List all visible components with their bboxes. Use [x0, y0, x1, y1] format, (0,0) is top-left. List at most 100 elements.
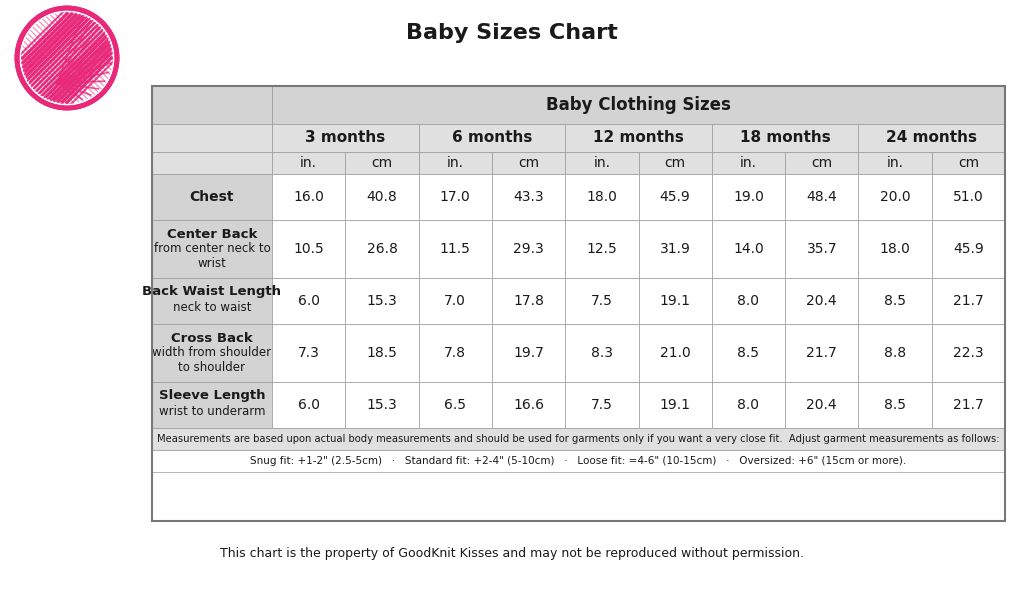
Bar	[272, 152, 345, 174]
Text: 3 months: 3 months	[305, 130, 385, 145]
Bar	[419, 124, 565, 152]
Text: 6 months: 6 months	[452, 130, 532, 145]
Text: 51.0: 51.0	[953, 190, 984, 204]
Text: 11.5: 11.5	[440, 242, 471, 256]
Text: 6.0: 6.0	[298, 398, 319, 412]
Text: 19.0: 19.0	[733, 190, 764, 204]
Bar	[419, 174, 492, 220]
Text: width from shoulder
to shoulder: width from shoulder to shoulder	[153, 346, 271, 374]
Circle shape	[22, 12, 113, 104]
Bar	[639, 220, 712, 278]
Bar	[639, 278, 712, 324]
Bar	[419, 278, 492, 324]
Text: neck to waist: neck to waist	[173, 301, 251, 314]
Bar	[345, 174, 419, 220]
Text: Chest: Chest	[189, 190, 234, 204]
Text: Back Waist Length: Back Waist Length	[142, 285, 282, 298]
Bar	[272, 124, 419, 152]
Bar	[932, 152, 1005, 174]
Bar	[932, 324, 1005, 382]
Text: in.: in.	[887, 156, 903, 170]
Bar	[639, 324, 712, 382]
Text: Sleeve Length: Sleeve Length	[159, 389, 265, 402]
Bar	[419, 382, 492, 428]
Text: 12 months: 12 months	[593, 130, 684, 145]
Bar	[152, 382, 272, 428]
Text: 31.9: 31.9	[659, 242, 690, 256]
Bar	[639, 174, 712, 220]
Bar	[785, 152, 858, 174]
Bar	[152, 152, 272, 174]
Text: 7.5: 7.5	[591, 294, 612, 308]
Text: 12.5: 12.5	[587, 242, 617, 256]
Bar	[272, 324, 345, 382]
Bar	[492, 278, 565, 324]
Text: 17.8: 17.8	[513, 294, 544, 308]
Bar	[785, 382, 858, 428]
Text: 7.0: 7.0	[444, 294, 466, 308]
Text: 45.9: 45.9	[953, 242, 984, 256]
Text: 8.0: 8.0	[737, 294, 760, 308]
Bar	[272, 382, 345, 428]
Text: Measurements are based upon actual body measurements and should be used for garm: Measurements are based upon actual body …	[158, 434, 999, 444]
Text: 48.4: 48.4	[806, 190, 838, 204]
Text: 7.8: 7.8	[444, 346, 466, 360]
Text: 45.9: 45.9	[659, 190, 690, 204]
Text: Baby Sizes Chart: Baby Sizes Chart	[407, 23, 617, 43]
Text: 18.0: 18.0	[880, 242, 910, 256]
Text: 19.7: 19.7	[513, 346, 544, 360]
Bar	[152, 86, 272, 124]
Bar	[785, 174, 858, 220]
Bar	[152, 220, 272, 278]
Bar	[858, 220, 932, 278]
Bar	[492, 174, 565, 220]
Text: 19.1: 19.1	[659, 294, 690, 308]
Text: cm: cm	[518, 156, 539, 170]
Text: cm: cm	[665, 156, 686, 170]
Text: 14.0: 14.0	[733, 242, 764, 256]
Text: 8.5: 8.5	[737, 346, 760, 360]
Bar	[565, 382, 639, 428]
Text: 8.3: 8.3	[591, 346, 612, 360]
Bar	[858, 278, 932, 324]
Text: Snug fit: +1-2" (2.5-5cm)   ·   Standard fit: +2-4" (5-10cm)   ·   Loose fit: =4: Snug fit: +1-2" (2.5-5cm) · Standard fit…	[251, 456, 906, 466]
Bar	[932, 278, 1005, 324]
Bar	[152, 324, 272, 382]
Bar	[492, 382, 565, 428]
Bar	[565, 174, 639, 220]
Bar	[639, 152, 712, 174]
Bar	[152, 86, 1005, 521]
Bar	[785, 324, 858, 382]
Text: 8.5: 8.5	[884, 398, 906, 412]
Bar	[565, 220, 639, 278]
Bar	[152, 174, 272, 220]
Bar	[272, 174, 345, 220]
Text: 15.3: 15.3	[367, 294, 397, 308]
Text: 18 months: 18 months	[739, 130, 830, 145]
Text: 17.0: 17.0	[440, 190, 471, 204]
Text: in.: in.	[300, 156, 317, 170]
Text: 18.5: 18.5	[367, 346, 397, 360]
Bar	[858, 124, 1005, 152]
Bar	[345, 324, 419, 382]
Bar	[932, 382, 1005, 428]
Circle shape	[17, 8, 117, 108]
Text: 6.5: 6.5	[444, 398, 466, 412]
Bar	[858, 382, 932, 428]
Text: in.: in.	[740, 156, 757, 170]
Bar	[639, 382, 712, 428]
Text: cm: cm	[811, 156, 833, 170]
Text: from center neck to
wrist: from center neck to wrist	[154, 242, 270, 270]
Text: 18.0: 18.0	[587, 190, 617, 204]
Bar	[858, 324, 932, 382]
Bar	[152, 450, 1005, 472]
Text: 7.5: 7.5	[591, 398, 612, 412]
Text: 35.7: 35.7	[807, 242, 837, 256]
Bar	[152, 428, 1005, 450]
Bar	[272, 86, 1005, 124]
Bar	[932, 220, 1005, 278]
Text: wrist to underarm: wrist to underarm	[159, 406, 265, 418]
Bar	[858, 174, 932, 220]
Bar	[345, 152, 419, 174]
Bar	[712, 152, 785, 174]
